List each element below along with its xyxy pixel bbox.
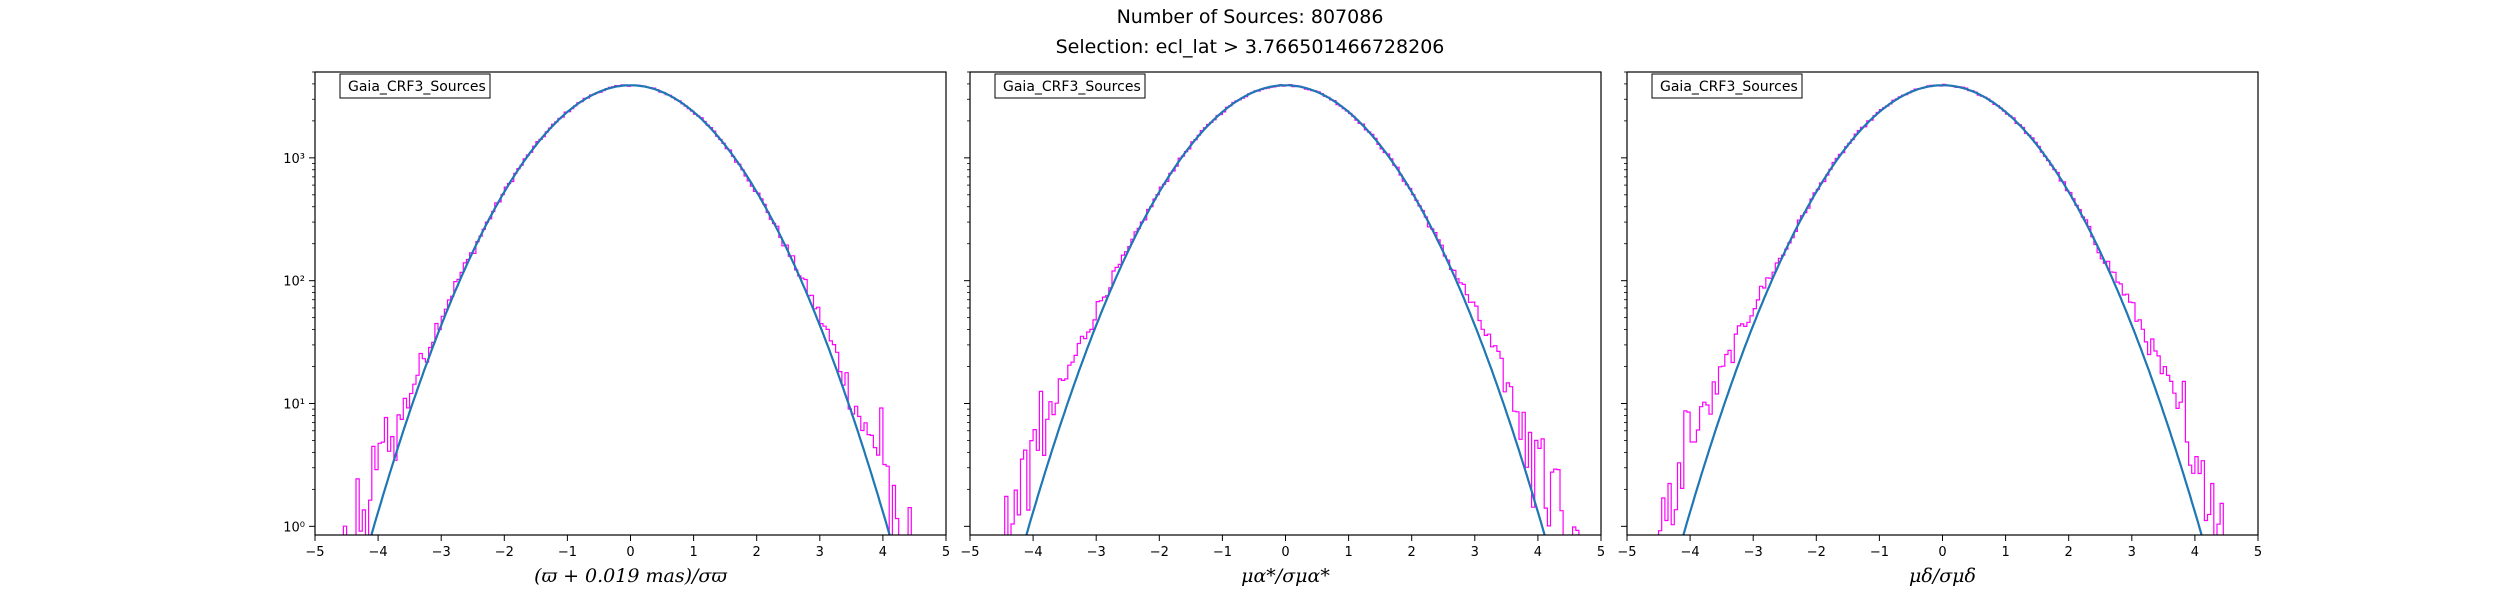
x-tick-label: 0 [626, 545, 634, 560]
histogram-series [1004, 84, 1580, 535]
x-tick-label: 3 [816, 545, 824, 560]
x-tick-label: 1 [689, 545, 697, 560]
legend-label: Gaia_CRF3_Sources [1003, 79, 1141, 95]
x-axis-label: μα*/σμα* [1241, 565, 1330, 587]
x-tick-label: −4 [1681, 545, 1700, 560]
x-axis-label: μδ/σμδ [1909, 565, 1976, 587]
y-tick-label: 10⁰ [283, 520, 305, 535]
gaussian-fit-line [1025, 84, 1546, 535]
figure-title: Number of Sources: 807086 [1116, 6, 1384, 28]
chart-panel-3: −5 −4 −3 −2 −1 0 1 2 3 4 5 Gaia_CRF3_Sources μδ/σμδ [1617, 71, 2262, 587]
gaussian-fit-line [1682, 84, 2203, 535]
x-tick-label: −2 [1150, 545, 1169, 560]
x-tick-label: 3 [2128, 545, 2136, 560]
y-tick-label: 10² [283, 275, 305, 290]
gaussian-fit-line [370, 84, 891, 535]
legend-box [994, 73, 1146, 99]
x-tick-label: 1 [2001, 545, 2009, 560]
legend-box [1651, 73, 1803, 99]
legend-label: Gaia_CRF3_Sources [1660, 79, 1798, 95]
histogram-series [1657, 83, 2224, 535]
x-tick-label: −4 [1024, 545, 1043, 560]
x-tick-label: −1 [1870, 545, 1889, 560]
x-tick-label: −4 [369, 545, 388, 560]
x-tick-label: 2 [753, 545, 761, 560]
axes-frame [1626, 71, 2259, 536]
x-axis-label: (ϖ + 0.019 mas)/σϖ [534, 565, 727, 587]
y-tick-label: 10³ [283, 152, 305, 167]
x-tick-label: −5 [1617, 545, 1636, 560]
x-tick-label: 0 [1938, 545, 1946, 560]
x-tick-label: 5 [1597, 545, 1605, 560]
y-tick-label: 10¹ [283, 398, 305, 413]
chart-panel-1: −5 −4 −3 −2 −1 0 1 2 3 4 5 10⁰ 10¹ 10² 10³ Gaia_CRF3_So… [283, 71, 950, 587]
x-tick-label: 2 [2065, 545, 2073, 560]
x-tick-label: 2 [1408, 545, 1416, 560]
x-tick-label: −5 [305, 545, 324, 560]
figure-subtitle: Selection: ecl_lat > 3.766501466728206 [1055, 36, 1445, 58]
legend-box [339, 73, 491, 99]
axes-frame [969, 71, 1602, 536]
x-tick-label: 1 [1344, 545, 1352, 560]
axes-frame [314, 71, 947, 536]
x-tick-label: −3 [1744, 545, 1763, 560]
legend-label: Gaia_CRF3_Sources [348, 79, 486, 95]
x-tick-label: −3 [1087, 545, 1106, 560]
x-tick-label: −3 [432, 545, 451, 560]
x-tick-label: −2 [1807, 545, 1826, 560]
x-tick-label: 0 [1281, 545, 1289, 560]
x-tick-label: −5 [960, 545, 979, 560]
x-tick-label: 4 [879, 545, 887, 560]
x-tick-label: −1 [1213, 545, 1232, 560]
histogram-series [342, 84, 912, 535]
x-tick-label: 5 [2254, 545, 2262, 560]
x-tick-label: 4 [1534, 545, 1542, 560]
x-tick-label: −2 [495, 545, 514, 560]
x-tick-label: 3 [1471, 545, 1479, 560]
x-tick-label: 5 [942, 545, 950, 560]
x-tick-label: 4 [2191, 545, 2199, 560]
x-tick-label: −1 [558, 545, 577, 560]
chart-panel-2: −5 −4 −3 −2 −1 0 1 2 3 4 5 Gaia_CRF3_Sources μα*/σμα… [960, 71, 1605, 587]
